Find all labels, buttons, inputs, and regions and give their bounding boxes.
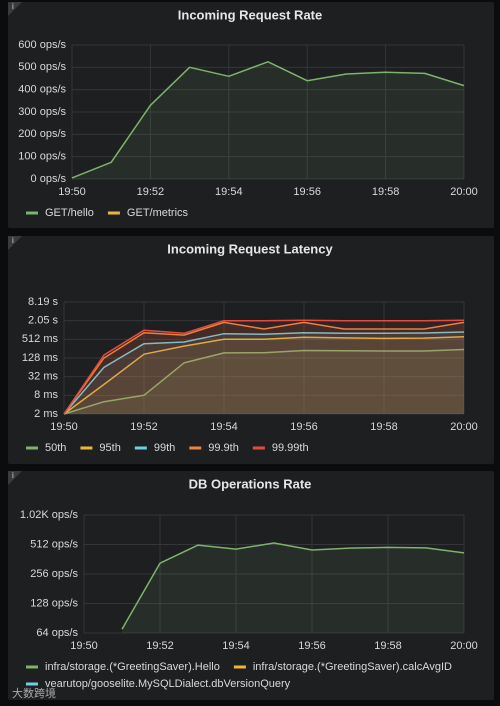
watermark: 大数跨境 <box>12 686 56 700</box>
x-tick-label: 19:50 <box>50 421 78 433</box>
x-tick-label: 19:52 <box>130 421 158 433</box>
series-area <box>64 336 464 414</box>
y-tick-label: 2 ms <box>34 408 58 420</box>
x-tick-label: 20:00 <box>450 640 478 652</box>
x-tick-label: 19:56 <box>298 640 326 652</box>
chart-panel: Incoming Request Rate 0 ops/s 100 ops/s 200… <box>18 7 477 218</box>
x-tick-label: 19:58 <box>374 640 402 652</box>
y-tick-label: 8 ms <box>34 389 58 401</box>
info-icon[interactable]: i <box>12 236 14 245</box>
legend-label: 99th <box>154 442 175 454</box>
y-tick-label: 0 ops/s <box>31 173 67 185</box>
y-tick-label: 200 ops/s <box>18 128 66 140</box>
panel <box>8 471 494 700</box>
chart-title: Incoming Request Latency <box>167 241 333 256</box>
y-tick-label: 128 ms <box>22 352 59 364</box>
legend-label: 99.99th <box>272 442 309 454</box>
info-icon[interactable]: i <box>12 471 14 480</box>
series-line <box>121 542 465 630</box>
y-tick-label: 500 ops/s <box>18 61 66 73</box>
y-tick-label: 512 ms <box>22 333 59 345</box>
legend-label: GET/metrics <box>127 207 189 219</box>
series-area <box>72 61 464 179</box>
x-tick-label: 19:50 <box>58 186 86 198</box>
panel <box>8 236 494 464</box>
y-tick-label: 1.02K ops/s <box>20 509 79 521</box>
chart-title: DB Operations Rate <box>189 476 312 491</box>
series-line <box>71 61 465 179</box>
panel-frames: i i i <box>8 2 494 700</box>
y-tick-label: 600 ops/s <box>18 39 66 51</box>
y-tick-label: 32 ms <box>28 371 58 383</box>
legend-label: infra/storage.(*GreetingSaver).Hello <box>45 661 220 673</box>
info-corner[interactable] <box>8 2 22 485</box>
series-line <box>63 319 465 415</box>
x-tick-label: 19:58 <box>370 421 398 433</box>
x-tick-label: 19:54 <box>210 421 238 433</box>
legend-label: vearutop/gooselite.MySQLDialect.dbVersio… <box>45 678 291 690</box>
x-tick-label: 20:00 <box>450 421 478 433</box>
x-tick-label: 19:56 <box>293 186 321 198</box>
legend-label: 99.9th <box>208 442 239 454</box>
y-tick-label: 512 ops/s <box>30 538 78 550</box>
y-tick-label: 256 ops/s <box>30 568 78 580</box>
x-tick-label: 19:58 <box>372 186 400 198</box>
y-tick-label: 8.19 s <box>28 296 58 308</box>
legend-label: GET/hello <box>45 207 94 219</box>
y-tick-label: 300 ops/s <box>18 106 66 118</box>
y-tick-label: 128 ops/s <box>30 597 78 609</box>
x-tick-label: 19:54 <box>215 186 243 198</box>
y-tick-label: 2.05 s <box>28 315 58 327</box>
info-icon[interactable]: i <box>12 2 14 11</box>
series-area <box>64 349 464 414</box>
panel <box>8 2 494 228</box>
series-area <box>122 543 464 633</box>
series-line <box>63 348 465 415</box>
chart-panel: DB Operations Rate 64 ops/s 128 ops/s 256 o… <box>20 476 478 689</box>
x-tick-label: 19:50 <box>70 640 98 652</box>
chart-title: Incoming Request Rate <box>178 7 322 22</box>
series-line <box>63 331 465 415</box>
y-tick-label: 400 ops/s <box>18 84 66 96</box>
legend-label: 95th <box>99 442 120 454</box>
y-tick-label: 64 ops/s <box>36 627 78 639</box>
legend-label: 50th <box>45 442 66 454</box>
series-line <box>63 336 465 415</box>
chart-panel: Incoming Request Latency 2 ms 8 ms 32 ms 128… <box>22 241 478 453</box>
x-tick-label: 19:52 <box>137 186 165 198</box>
x-tick-label: 19:56 <box>290 421 318 433</box>
legend-label: infra/storage.(*GreetingSaver).calcAvgID <box>253 661 452 673</box>
x-tick-label: 20:00 <box>450 186 478 198</box>
y-tick-label: 100 ops/s <box>18 151 66 163</box>
x-tick-label: 19:54 <box>222 640 250 652</box>
series-area <box>64 322 464 414</box>
series-area <box>64 320 464 414</box>
series-area <box>64 332 464 414</box>
series-line <box>63 321 465 415</box>
x-tick-label: 19:52 <box>146 640 174 652</box>
